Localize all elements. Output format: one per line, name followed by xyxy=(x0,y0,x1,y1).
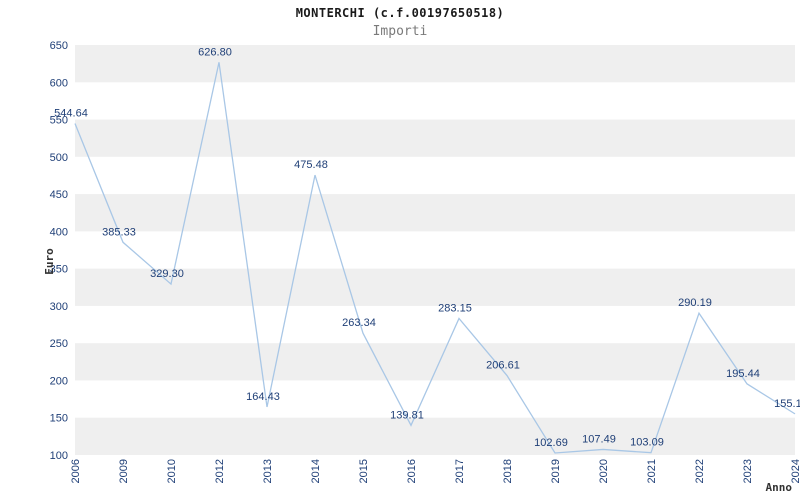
plot-band xyxy=(75,45,795,83)
x-tick-label: 2009 xyxy=(118,459,130,483)
x-tick-label: 2021 xyxy=(646,459,658,483)
plot-band xyxy=(75,268,795,306)
x-tick-label: 2012 xyxy=(214,459,226,483)
point-label: 139.81 xyxy=(390,409,424,421)
point-label: 329.30 xyxy=(150,268,184,280)
data-line xyxy=(74,62,796,454)
plot-band xyxy=(75,194,795,232)
plot-band xyxy=(75,417,795,455)
x-tick-label: 2024 xyxy=(790,459,800,483)
point-label: 475.48 xyxy=(294,159,328,171)
y-tick-label: 650 xyxy=(50,40,68,52)
point-label: 107.49 xyxy=(582,433,616,445)
point-label: 164.43 xyxy=(246,391,280,403)
x-tick-label: 2010 xyxy=(166,459,178,483)
y-axis-title: Euro xyxy=(42,248,56,275)
point-label: 102.69 xyxy=(534,437,568,449)
y-tick-label: 100 xyxy=(50,450,68,462)
x-tick-label: 2020 xyxy=(598,459,610,483)
x-tick-label: 2016 xyxy=(406,459,418,483)
point-label: 155.16 xyxy=(774,398,800,410)
point-label: 206.61 xyxy=(486,360,520,372)
x-tick-label: 2023 xyxy=(742,459,754,483)
chart-title: MONTERCHI (c.f.00197650518) xyxy=(295,6,505,20)
x-tick-label: 2019 xyxy=(550,459,562,483)
y-tick-label: 300 xyxy=(50,301,68,313)
y-tick-label: 150 xyxy=(50,413,68,425)
chart-subtitle: Importi xyxy=(372,24,428,39)
point-label: 544.64 xyxy=(54,108,88,120)
y-tick-label: 500 xyxy=(50,152,68,164)
plot-band xyxy=(75,119,795,157)
point-label: 626.80 xyxy=(198,46,232,58)
plot-band xyxy=(75,343,795,381)
x-tick-label: 2006 xyxy=(70,459,82,483)
y-tick-label: 350 xyxy=(50,264,68,276)
y-tick-label: 600 xyxy=(50,77,68,89)
x-axis-title: Anno xyxy=(765,481,793,494)
y-tick-label: 550 xyxy=(50,115,68,127)
point-label: 385.33 xyxy=(102,226,136,238)
x-tick-label: 2018 xyxy=(502,459,514,483)
point-label: 103.09 xyxy=(630,437,664,449)
y-tick-label: 250 xyxy=(50,338,68,350)
point-label: 283.15 xyxy=(438,302,472,314)
y-tick-label: 400 xyxy=(50,226,68,238)
point-label: 290.19 xyxy=(678,297,712,309)
x-tick-label: 2013 xyxy=(262,459,274,483)
x-tick-label: 2017 xyxy=(454,459,466,483)
x-tick-label: 2015 xyxy=(358,459,370,483)
point-label: 263.34 xyxy=(342,317,376,329)
y-tick-label: 200 xyxy=(50,375,68,387)
x-tick-label: 2022 xyxy=(694,459,706,483)
x-tick-label: 2014 xyxy=(310,459,322,483)
point-label: 195.44 xyxy=(726,368,760,380)
y-tick-label: 450 xyxy=(50,189,68,201)
